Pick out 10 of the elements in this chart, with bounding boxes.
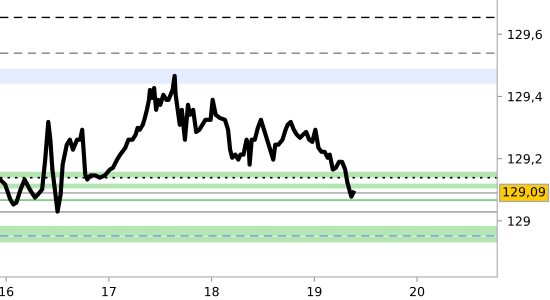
y-tick-label: 129,4 bbox=[508, 92, 542, 103]
ref-line-label: 129,09 bbox=[504, 187, 546, 198]
x-tick-label: 18 bbox=[205, 286, 219, 296]
x-tick-label: 16 bbox=[0, 286, 14, 296]
y-tick-label: 129,6 bbox=[508, 30, 542, 40]
y-tick-label: 129 bbox=[508, 216, 530, 226]
y-tick-label: 129,2 bbox=[508, 154, 542, 165]
x-tick-label: 17 bbox=[102, 287, 116, 296]
x-tick-label: 20 bbox=[410, 286, 424, 296]
x-tick-label: 19 bbox=[308, 286, 322, 296]
